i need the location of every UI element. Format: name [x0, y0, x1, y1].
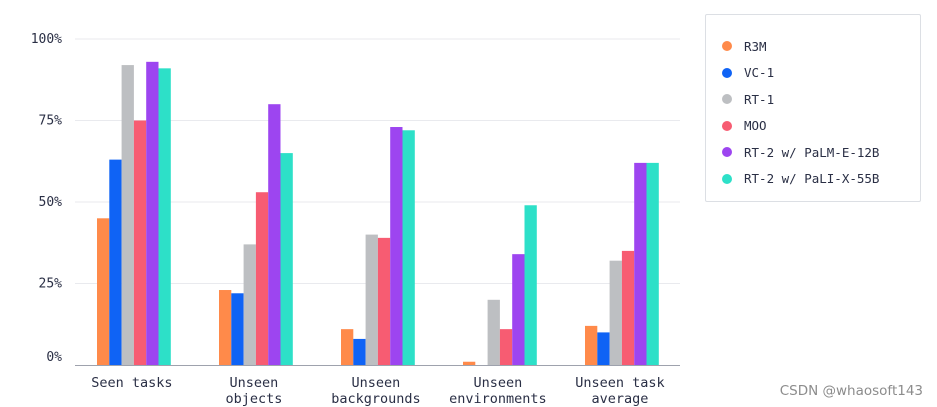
legend-item: RT-2 w/ PaLM-E-12B — [722, 139, 920, 166]
x-tick-label: Unseen — [474, 375, 523, 391]
x-tick-label: Unseen — [352, 375, 401, 391]
legend-swatch — [722, 67, 732, 78]
bar — [597, 332, 610, 365]
legend-label: RT-2 w/ PaLI-X-55B — [744, 171, 880, 187]
legend-item: VC-1 — [722, 60, 920, 87]
legend-item: RT-2 w/ PaLI-X-55B — [722, 166, 920, 193]
bar — [280, 153, 293, 365]
x-tick-label: Seen tasks — [91, 375, 172, 391]
bar — [341, 329, 354, 365]
bar — [109, 159, 122, 365]
bar — [390, 127, 403, 366]
bar — [377, 237, 391, 365]
bar — [524, 205, 537, 365]
legend-item: R3M — [722, 33, 920, 60]
bar — [219, 290, 232, 365]
legend-swatch — [722, 173, 732, 184]
bar — [268, 104, 281, 365]
bar — [146, 61, 159, 365]
legend-swatch — [722, 147, 732, 158]
bar — [255, 192, 269, 365]
legend-swatch — [722, 94, 732, 105]
bar — [585, 325, 598, 365]
bar — [499, 329, 513, 365]
bar — [353, 338, 366, 365]
y-tick-label: 25% — [39, 277, 63, 292]
bar — [487, 299, 500, 365]
legend-label: R3M — [744, 38, 767, 54]
legend-label: RT-2 w/ PaLM-E-12B — [744, 144, 880, 160]
bar — [609, 260, 622, 365]
bar — [243, 244, 256, 365]
bar — [512, 254, 525, 365]
x-tick-label: backgrounds — [331, 391, 420, 407]
y-tick-label: 50% — [39, 195, 63, 210]
bar — [97, 218, 110, 365]
legend-label: RT-1 — [744, 91, 775, 107]
legend-item: RT-1 — [722, 86, 920, 113]
bar — [463, 361, 476, 365]
legend-label: VC-1 — [744, 65, 775, 81]
bar — [158, 68, 171, 365]
bars — [97, 61, 659, 366]
legend-label: MOO — [744, 118, 767, 134]
bar — [365, 234, 378, 365]
legend-item: MOO — [722, 113, 920, 140]
x-tick-label: objects — [225, 391, 282, 407]
x-tick-label: environments — [449, 391, 547, 407]
bar — [231, 293, 244, 365]
bar — [121, 65, 134, 365]
y-tick-label: 75% — [39, 114, 63, 129]
legend: R3M VC-1 RT-1 MOO RT-2 w/ PaLM-E-12B RT-2 w/ … — [705, 14, 921, 202]
x-tick-label: average — [591, 391, 648, 407]
bar — [621, 250, 635, 365]
legend-swatch — [722, 120, 732, 131]
y-axis-ticks: 0% 25% 50% 75% 100% — [31, 32, 62, 365]
x-tick-label: Unseen task — [575, 375, 664, 391]
watermark: CSDN @whaosoft143 — [779, 383, 923, 399]
bar — [133, 120, 147, 365]
x-axis-labels: Seen tasks UnseenobjectsUnseenbackgrounds… — [91, 375, 664, 407]
y-tick-label: 100% — [31, 32, 62, 47]
bar — [646, 162, 659, 365]
bar — [634, 162, 647, 365]
bar — [402, 130, 415, 365]
x-tick-label: Unseen — [230, 375, 279, 391]
y-tick-label: 0% — [46, 350, 62, 365]
legend-swatch — [722, 41, 732, 52]
